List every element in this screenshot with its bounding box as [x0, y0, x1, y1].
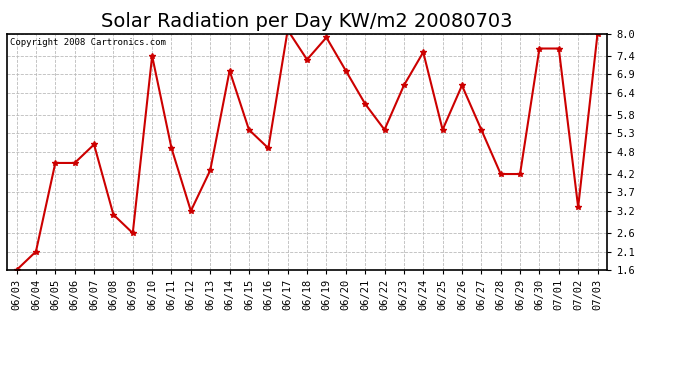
Title: Solar Radiation per Day KW/m2 20080703: Solar Radiation per Day KW/m2 20080703: [101, 12, 513, 31]
Text: Copyright 2008 Cartronics.com: Copyright 2008 Cartronics.com: [10, 39, 166, 48]
